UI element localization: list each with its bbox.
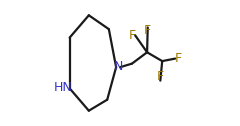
Text: F: F — [129, 29, 136, 42]
Text: F: F — [157, 70, 164, 83]
Text: HN: HN — [54, 81, 73, 94]
Text: N: N — [114, 60, 124, 73]
Text: F: F — [174, 52, 181, 65]
Text: F: F — [144, 24, 151, 37]
